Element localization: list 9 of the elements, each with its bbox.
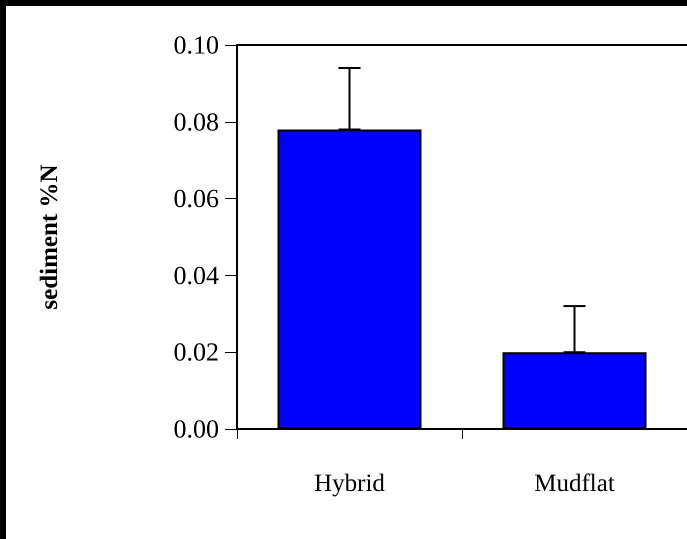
y-tick-label: 0.06 — [174, 184, 219, 214]
y-tick-label: 0.02 — [174, 338, 219, 367]
x-tick-label: Mudflat — [534, 470, 615, 497]
y-axis-title: sediment %N — [36, 164, 63, 310]
y-tick-label: 0.04 — [174, 260, 219, 290]
y-tick-label: 0.08 — [174, 107, 219, 136]
y-tick-label: 0.00 — [174, 414, 219, 444]
y-tick-label: 0.10 — [174, 30, 219, 60]
x-tick-label: Hybrid — [314, 470, 386, 497]
